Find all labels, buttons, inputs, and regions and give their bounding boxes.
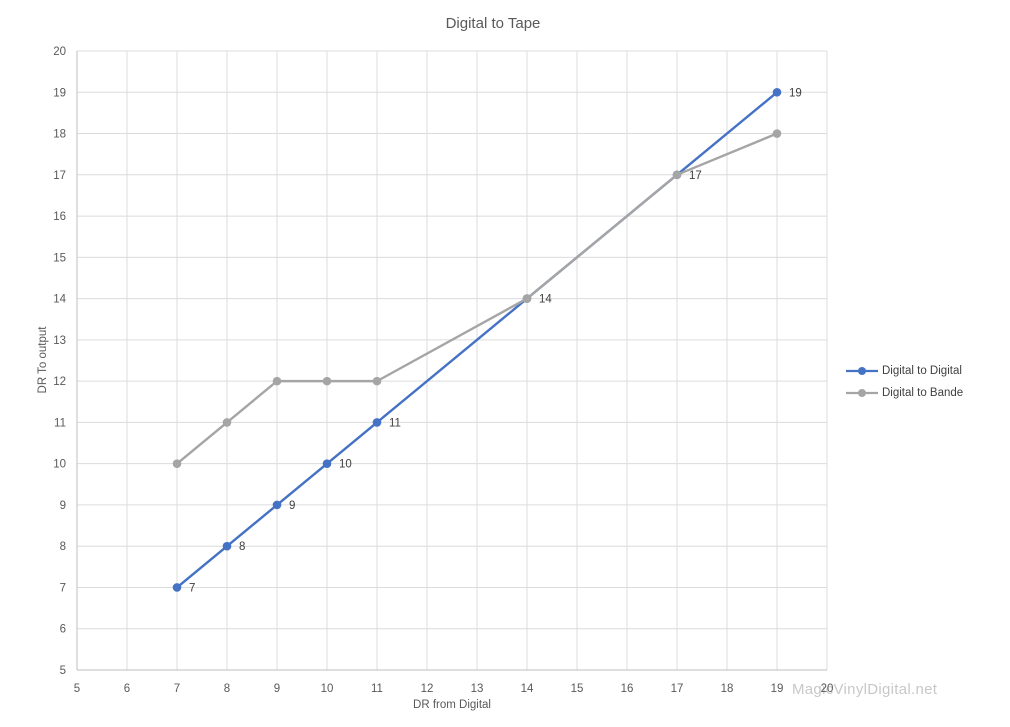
y-tick-label: 14 xyxy=(53,294,66,306)
y-tick-label: 20 xyxy=(53,46,66,58)
data-point-marker xyxy=(672,170,682,180)
x-tick-label: 15 xyxy=(571,683,584,695)
x-tick-label: 18 xyxy=(721,683,734,695)
y-tick-label: 11 xyxy=(54,417,66,429)
x-tick-label: 11 xyxy=(371,683,383,695)
data-point-marker xyxy=(772,87,782,97)
data-point-marker xyxy=(322,376,332,386)
legend-label: Digital to Digital xyxy=(882,365,962,377)
series-line-1 xyxy=(176,132,778,465)
data-point-marker xyxy=(272,376,282,386)
x-tick-label: 5 xyxy=(74,683,80,695)
data-point-marker xyxy=(772,129,782,138)
legend: Digital to Digital Digital to Bande xyxy=(845,360,963,404)
x-tick-label: 12 xyxy=(421,683,434,695)
data-label: 8 xyxy=(239,541,245,553)
x-tick-label: 20 xyxy=(821,683,834,695)
y-tick-label: 17 xyxy=(53,170,66,182)
x-tick-label: 16 xyxy=(621,683,634,695)
x-tick-label: 9 xyxy=(274,683,280,695)
x-tick-label: 7 xyxy=(174,683,180,695)
chart-title: Digital to Tape xyxy=(445,15,541,32)
data-label: 9 xyxy=(289,500,295,512)
x-tick-label: 6 xyxy=(124,683,130,695)
legend-item: Digital to Bande xyxy=(845,382,963,404)
legend-swatch-line-marker-icon xyxy=(846,389,878,397)
data-label: 17 xyxy=(689,170,702,182)
x-tick-label: 8 xyxy=(224,683,230,695)
y-tick-label: 7 xyxy=(60,582,66,594)
data-label: 11 xyxy=(389,417,401,429)
y-tick-label: 5 xyxy=(60,665,66,677)
data-label: 19 xyxy=(789,87,802,99)
data-point-marker xyxy=(172,459,182,468)
x-tick-label: 17 xyxy=(671,683,684,695)
legend-swatch-line-marker-icon xyxy=(846,367,878,375)
y-tick-label: 15 xyxy=(53,252,66,264)
x-tick-label: 10 xyxy=(321,683,334,695)
x-tick-label: 14 xyxy=(521,683,534,695)
data-point-marker xyxy=(222,541,232,551)
y-tick-label: 18 xyxy=(53,129,66,141)
data-point-marker xyxy=(322,459,332,468)
y-tick-label: 16 xyxy=(53,211,66,223)
data-point-marker xyxy=(372,418,382,427)
data-point-marker xyxy=(222,418,232,427)
y-tick-label: 9 xyxy=(60,500,66,512)
y-tick-label: 12 xyxy=(53,376,66,388)
data-label: 10 xyxy=(339,459,352,471)
x-tick-label: 13 xyxy=(471,683,484,695)
watermark: MagicVinylDigital.net xyxy=(792,681,938,698)
legend-item: Digital to Digital xyxy=(845,360,963,382)
y-tick-label: 8 xyxy=(60,541,66,553)
data-point-marker xyxy=(372,376,382,386)
data-point-marker xyxy=(172,583,182,592)
data-label: 14 xyxy=(539,294,552,306)
y-tick-label: 10 xyxy=(53,459,66,471)
y-axis-title: DR To output xyxy=(37,326,49,394)
y-tick-label: 13 xyxy=(53,335,66,347)
x-axis-title: DR from Digital xyxy=(413,699,491,711)
y-tick-label: 6 xyxy=(60,624,66,636)
legend-label: Digital to Bande xyxy=(882,387,964,399)
data-label: 7 xyxy=(189,582,195,594)
data-point-marker xyxy=(522,294,532,303)
y-tick-label: 19 xyxy=(53,87,66,99)
data-point-marker xyxy=(272,500,282,510)
x-tick-label: 19 xyxy=(771,683,784,695)
